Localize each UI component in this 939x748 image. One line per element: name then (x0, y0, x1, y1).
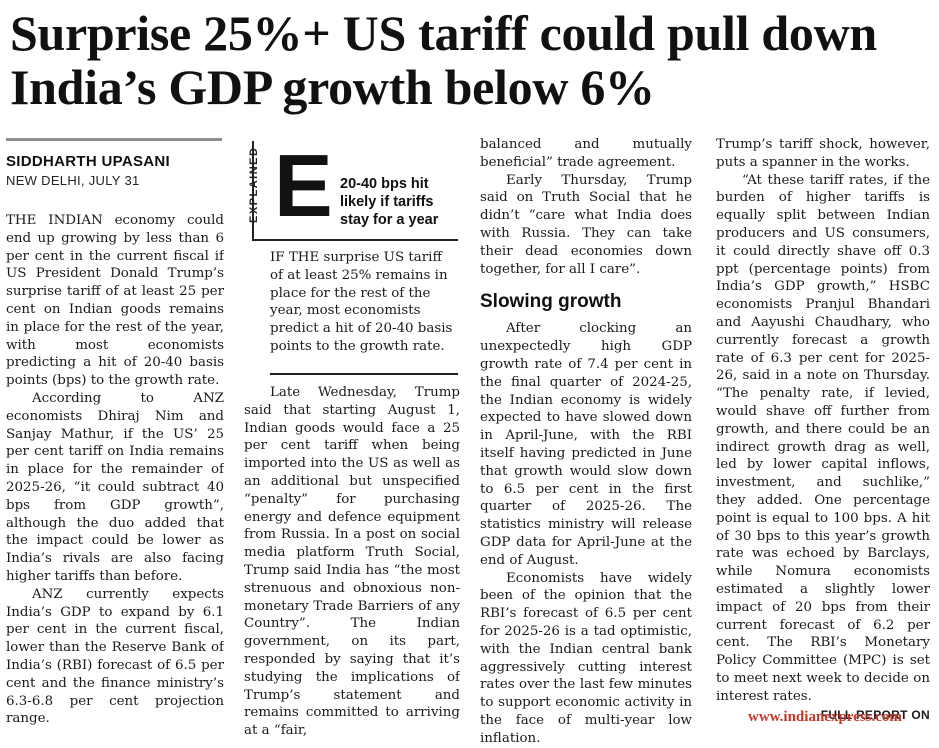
explained-e-logo: E (274, 136, 333, 235)
article-column-4: Trump’s tariff shock, however, puts a sp… (716, 136, 930, 724)
paragraph: Economists have widely been of the opini… (480, 570, 692, 746)
paragraph: ANZ currently expects India’s GDP to exp… (6, 586, 224, 727)
paragraph: Early Thursday, Trump said on Truth Soci… (480, 172, 692, 277)
explained-label: EXPLAINED (248, 146, 260, 223)
paragraph-text: “At these tariff rates, if the burden of… (716, 172, 930, 704)
explained-box: EXPLAINED E 20-40 bps hit likely if tari… (244, 137, 460, 375)
article-column-3: balanced and mutually beneficial” trade … (480, 136, 692, 748)
paragraph: After clocking an unexpectedly high GDP … (480, 321, 692, 568)
byline-author: SIDDHARTH UPASANI (6, 153, 170, 170)
paragraph-continued: Trump’s tariff shock, however, puts a sp… (716, 137, 930, 170)
article-column-2: Late Wednesday, Trump said that starting… (244, 384, 460, 740)
paragraph: “At these tariff rates, if the burden of… (716, 172, 930, 722)
website-url[interactable]: www.indianexpress.com (748, 709, 902, 725)
subheading: Slowing growth (480, 291, 622, 313)
explained-heading: 20-40 bps hit likely if tariffs stay for… (340, 176, 439, 228)
byline: SIDDHARTH UPASANI NEW DELHI, JULY 31 (6, 153, 224, 188)
byline-dateline: NEW DELHI, JULY 31 (6, 173, 140, 188)
paragraph: THE INDIAN economy could end up growing … (6, 213, 224, 389)
full-report-tag: FULL REPORT ON (820, 707, 930, 722)
article-column-1: THE INDIAN economy could end up growing … (6, 212, 224, 728)
paragraph-continued: balanced and mutually beneficial” trade … (480, 137, 692, 170)
byline-rule (6, 138, 222, 141)
explained-side-rule (252, 141, 270, 241)
paragraph: According to ANZ economists Dhiraj Nim a… (6, 390, 224, 584)
explained-summary: IF THE surprise US tariff of at least 25… (270, 250, 453, 354)
paragraph: Late Wednesday, Trump said that starting… (244, 385, 460, 739)
explained-bottom-rule (270, 373, 458, 375)
headline: Surprise 25%+ US tariff could pull down … (10, 5, 877, 115)
explained-divider (252, 239, 458, 241)
